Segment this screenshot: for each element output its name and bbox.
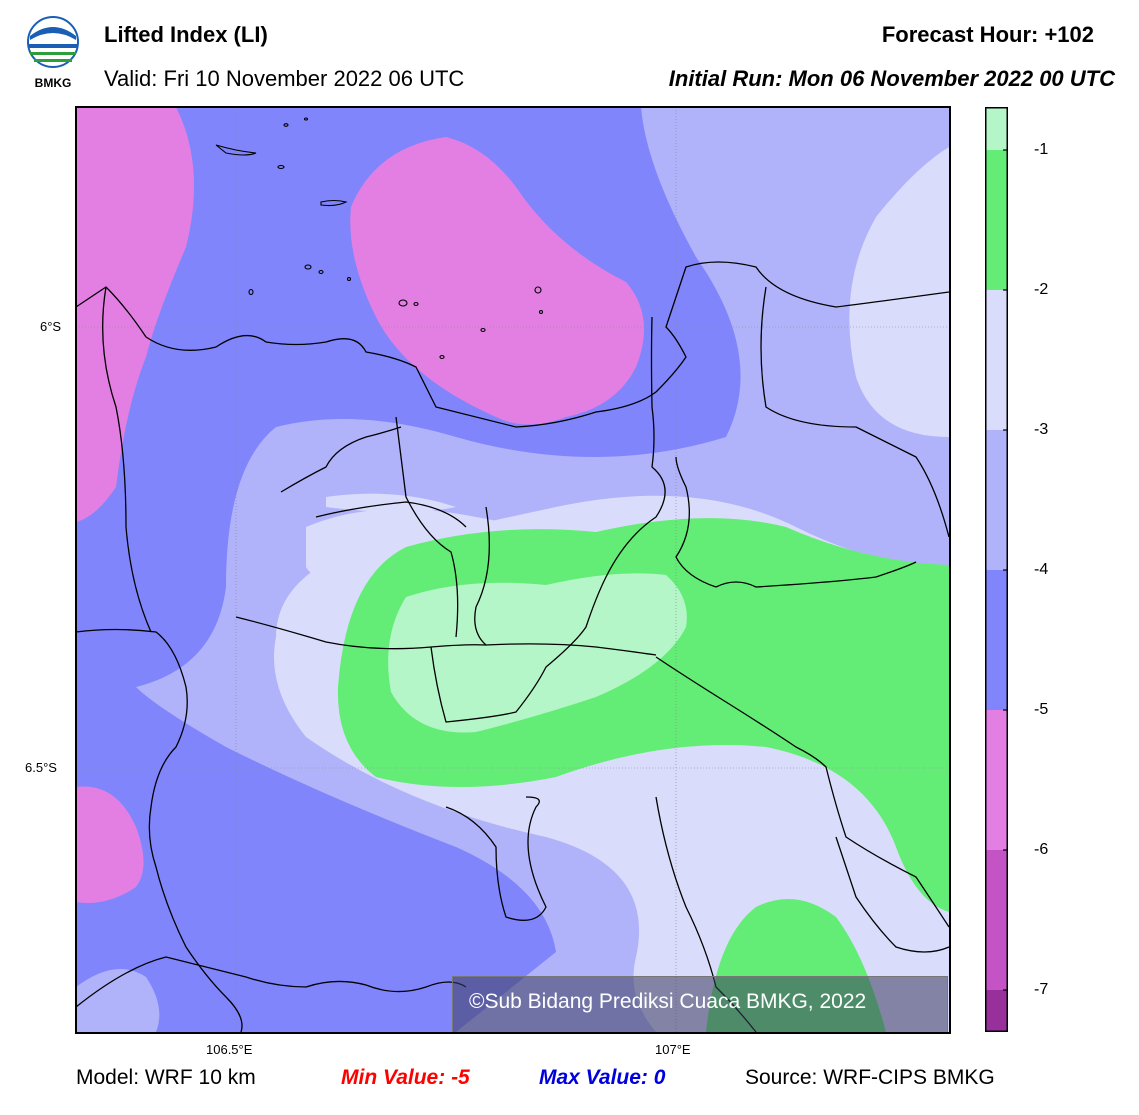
li-band-minus3-to-minus2-ne bbox=[849, 147, 949, 437]
coastline bbox=[76, 261, 949, 428]
colorbar-segment-above-minus1 bbox=[985, 107, 1008, 150]
colorbar-segment-minus2-to-minus3 bbox=[985, 290, 1008, 430]
watermark: ©Sub Bidang Prediksi Cuaca BMKG, 2022 bbox=[452, 976, 948, 1033]
forecast-hour-label: Forecast Hour: +102 bbox=[881, 22, 1094, 47]
li-band-below-minus5-west bbox=[76, 107, 194, 522]
admin-boundaries bbox=[76, 261, 949, 1032]
colorbar-segment-minus4-to-minus5 bbox=[985, 570, 1008, 710]
boundary-west-north bbox=[102, 286, 152, 633]
max-value-label: Max Value: 0 bbox=[539, 1066, 666, 1089]
chart-title: Lifted Index (LI) bbox=[104, 22, 268, 47]
map-gridlines bbox=[76, 107, 949, 1032]
initial-run-label: Initial Run: Mon 06 November 2022 00 UTC bbox=[668, 66, 1115, 91]
boundary-central-3 bbox=[280, 426, 402, 493]
boundary-east-3 bbox=[715, 561, 917, 588]
lifted-index-map bbox=[76, 107, 949, 1032]
boundary-central-4 bbox=[315, 501, 467, 528]
thousand-islands bbox=[215, 117, 544, 360]
colorbar-label-minus6: -6 bbox=[1034, 841, 1049, 858]
colorbar-segment-below-minus7 bbox=[985, 990, 1008, 1032]
colorbar-segment-minus3-to-minus4 bbox=[985, 430, 1008, 570]
watermark-text: ©Sub Bidang Prediksi Cuaca BMKG, 2022 bbox=[469, 990, 867, 1013]
colorbar-label-minus1: -1 bbox=[1034, 141, 1049, 158]
colorbar-label-minus7: -7 bbox=[1034, 981, 1049, 998]
model-label: Model: WRF 10 km bbox=[76, 1066, 256, 1089]
svg-text:BMKG: BMKG bbox=[35, 76, 72, 90]
colorbar-label-minus5: -5 bbox=[1034, 701, 1049, 718]
min-value-label: Min Value: -5 bbox=[341, 1066, 470, 1089]
boundary-central-1 bbox=[235, 616, 657, 656]
lon-label-107e: 107°E bbox=[655, 1042, 691, 1057]
boundary-south-3 bbox=[835, 836, 949, 953]
lon-label-106-5e: 106.5°E bbox=[206, 1042, 253, 1057]
bmkg-logo: BMKG bbox=[27, 16, 79, 90]
source-label: Source: WRF-CIPS BMKG bbox=[745, 1066, 995, 1089]
colorbar-label-minus4: -4 bbox=[1034, 561, 1049, 578]
li-band-below-minus5-north bbox=[350, 137, 644, 425]
colorbar-label-minus3: -3 bbox=[1034, 421, 1049, 438]
boundary-central-2 bbox=[395, 416, 459, 638]
lat-label-6s: 6°S bbox=[40, 319, 62, 334]
colorbar-label-minus2: -2 bbox=[1034, 281, 1049, 298]
li-band-minus4-to-minus3-sw bbox=[76, 969, 160, 1032]
boundary-west bbox=[76, 628, 243, 1032]
li-band-below-minus5-sw bbox=[76, 786, 144, 903]
colorbar-segment-minus1-to-minus2 bbox=[985, 150, 1008, 290]
colorbar bbox=[985, 107, 1008, 1032]
valid-time-label: Valid: Fri 10 November 2022 06 UTC bbox=[104, 66, 465, 91]
li-band-above-minus1 bbox=[388, 573, 687, 733]
lat-label-6-5s: 6.5°S bbox=[25, 760, 57, 775]
colorbar-segment-minus5-to-minus6 bbox=[985, 710, 1008, 850]
boundary-central-5 bbox=[474, 506, 490, 646]
boundary-east-2 bbox=[760, 286, 949, 538]
boundary-south-4 bbox=[76, 956, 467, 1008]
colorbar-segment-minus6-to-minus7 bbox=[985, 850, 1008, 990]
boundary-east-1 bbox=[655, 656, 949, 928]
boundary-south-1 bbox=[445, 796, 547, 921]
boundary-bandung bbox=[430, 316, 666, 723]
boundary-east-4 bbox=[675, 456, 717, 588]
